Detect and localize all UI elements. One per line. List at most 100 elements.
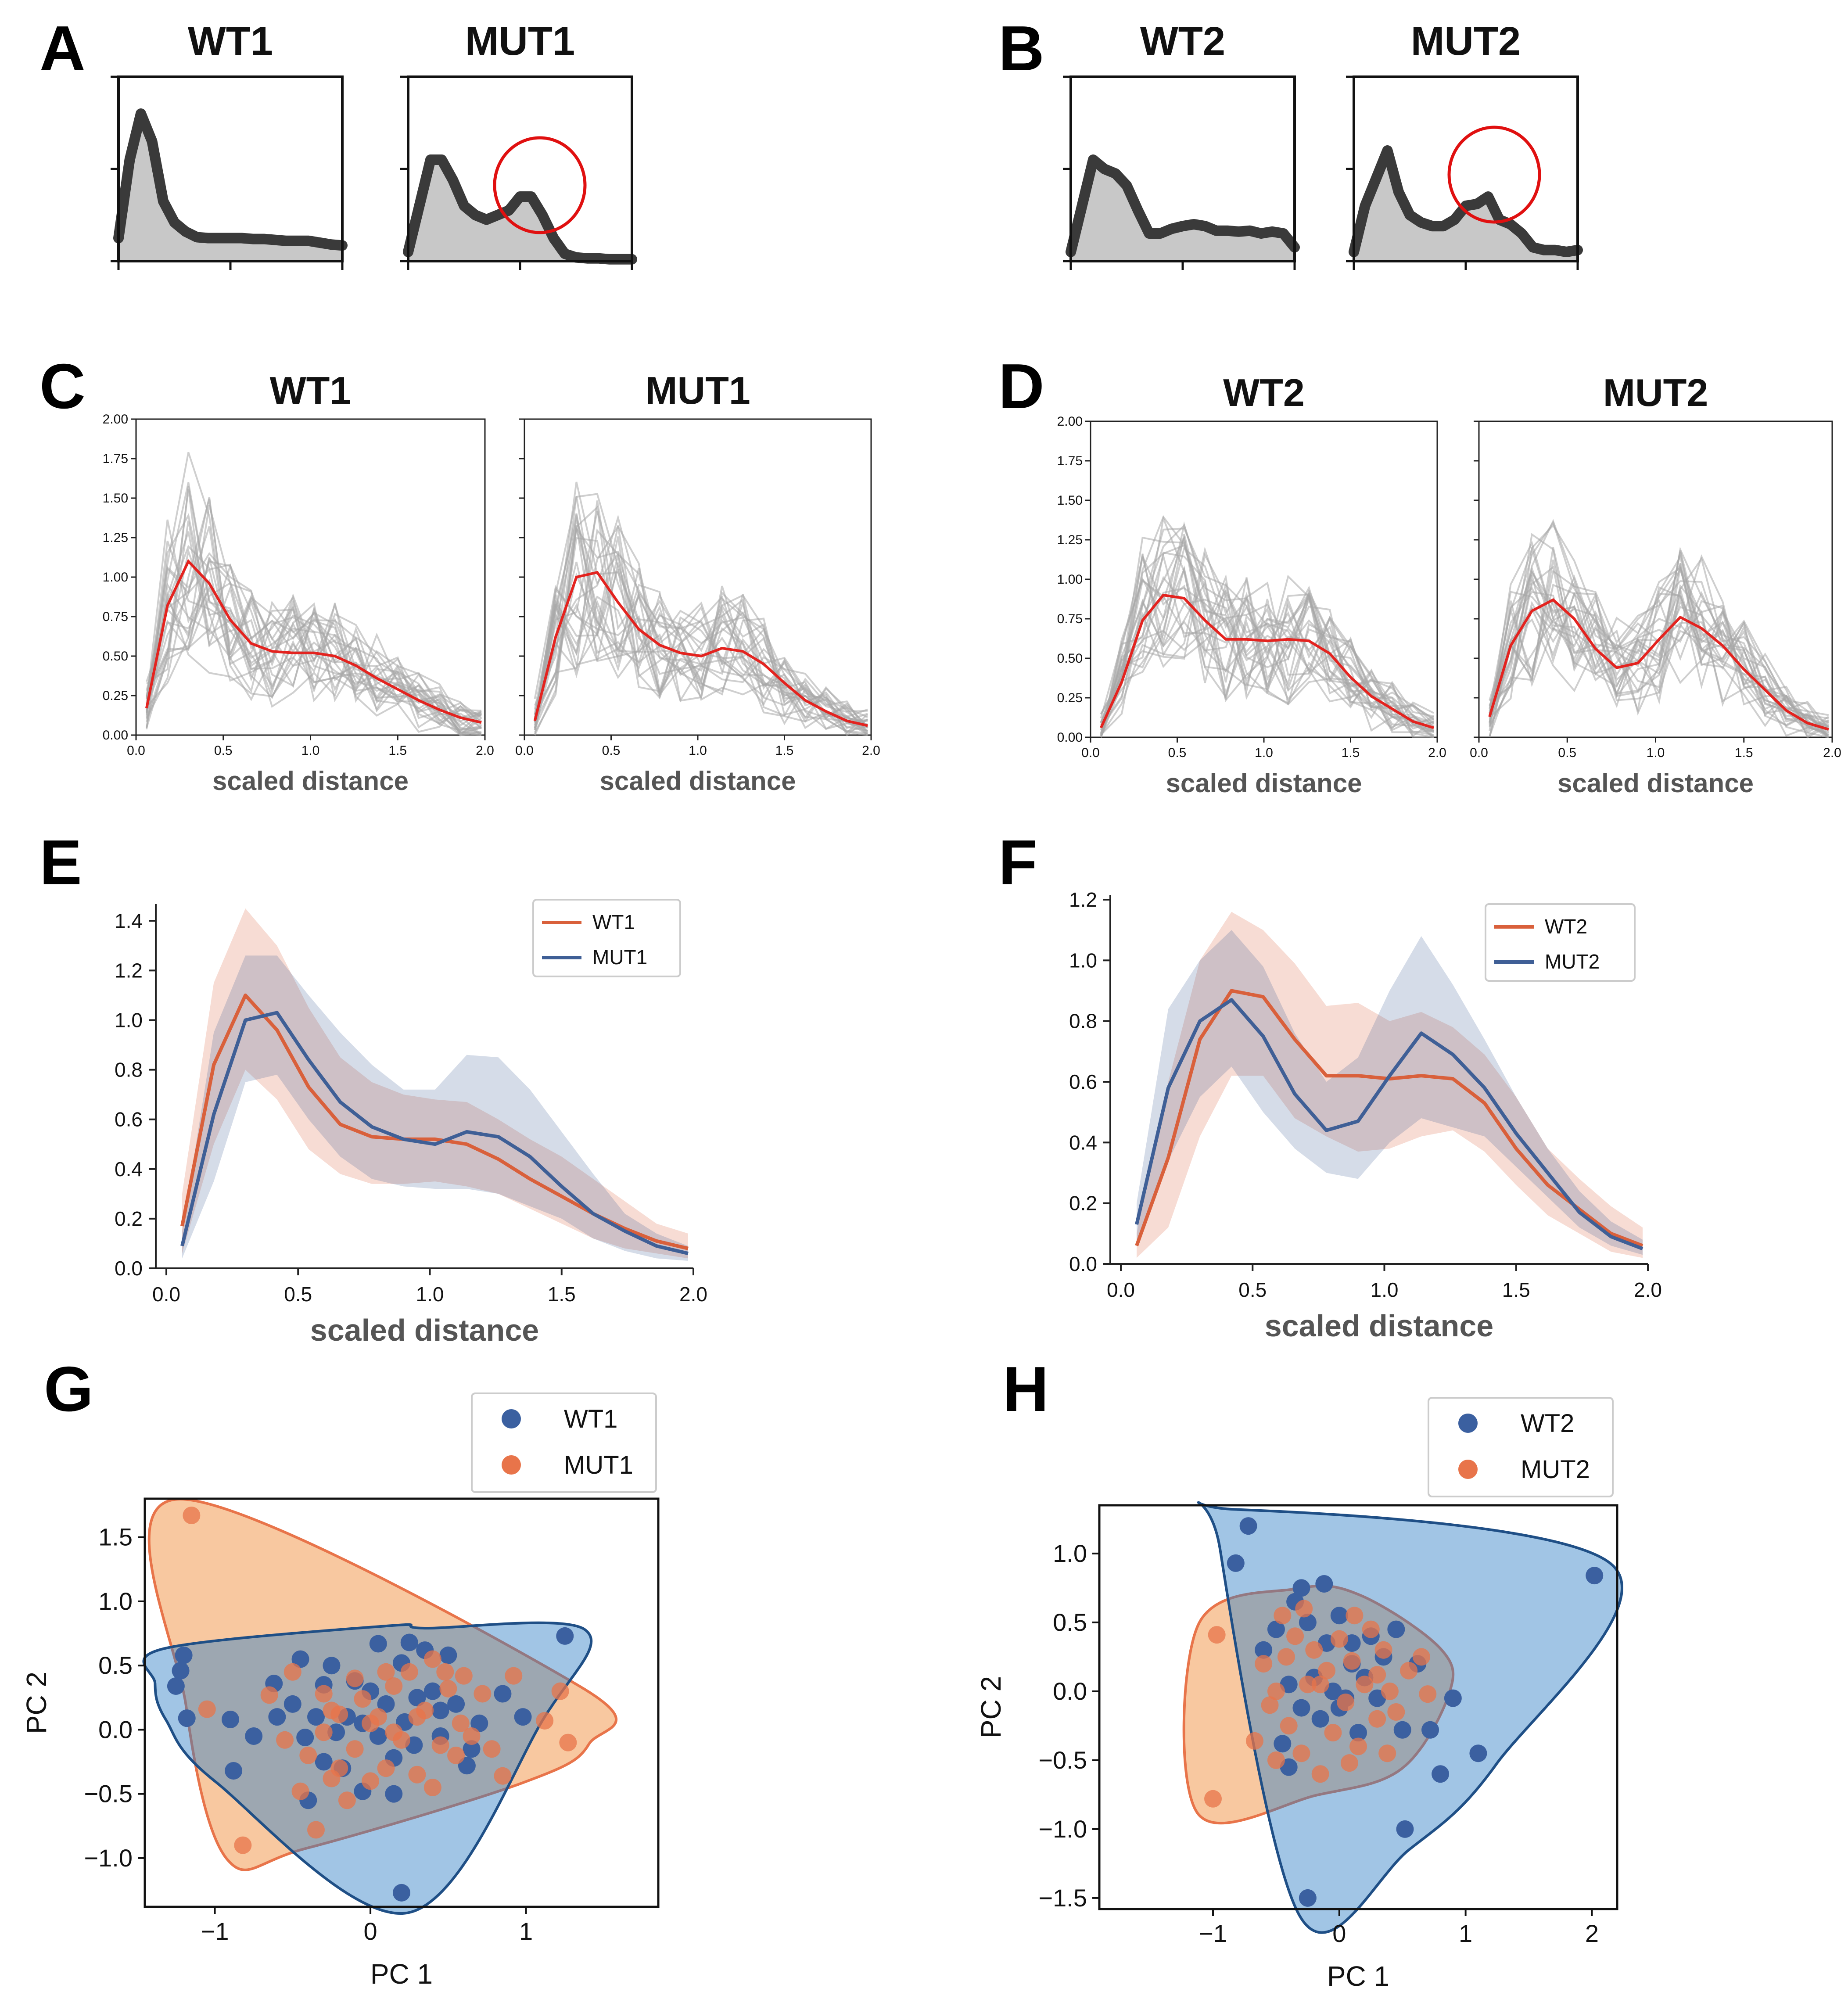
y-tick-label: 1.0 — [115, 1008, 143, 1031]
point-wt2 — [1292, 1579, 1310, 1597]
point-mut1 — [276, 1731, 294, 1749]
point-wt1 — [369, 1727, 387, 1745]
x-tick-label: 2.0 — [1823, 746, 1841, 760]
pca-plot: −1 0 1 −1.0 −0.5 0.0 0.5 1.0 1.5 PC 1 PC 2 WT1 MUT1 — [21, 1392, 660, 1990]
profile-title: MUT1 — [465, 19, 575, 64]
point-mut2 — [1274, 1607, 1292, 1625]
point-mut1 — [536, 1712, 554, 1730]
legend-marker — [1458, 1460, 1478, 1479]
panel-c: WT1 0.0 0.5 1.0 1.5 2.0 0.00 0.25 0.50 0.75 1.00 1.… — [103, 369, 880, 796]
profile-plot-wt1: WT1 — [111, 19, 348, 270]
profile-line — [1349, 145, 1583, 257]
point-wt2 — [1274, 1735, 1292, 1753]
point-wt1 — [514, 1708, 532, 1726]
point-mut2 — [1267, 1751, 1285, 1769]
point-mut1 — [362, 1714, 380, 1732]
point-wt1 — [327, 1723, 345, 1741]
x-tick-label: 0.5 — [1238, 1278, 1267, 1301]
profile-plot-mut1: MUT1 — [400, 19, 637, 270]
point-mut2 — [1280, 1717, 1298, 1735]
x-tick-label: 1.5 — [548, 1283, 576, 1306]
point-mut1 — [385, 1723, 403, 1741]
y-tick-label: 1.2 — [1069, 888, 1097, 911]
point-mut1 — [291, 1782, 309, 1800]
trace-line — [534, 572, 868, 736]
y-tick-label: 0.25 — [103, 689, 128, 703]
x-tick-label: 1.0 — [1255, 746, 1273, 760]
y-tick-label: 0.6 — [1069, 1070, 1097, 1093]
point-mut1 — [423, 1779, 441, 1797]
point-mut1 — [463, 1727, 481, 1745]
point-wt2 — [1267, 1620, 1285, 1638]
point-mut1 — [452, 1714, 470, 1732]
trace-line — [1489, 533, 1830, 729]
y-tick-label: −0.5 — [84, 1780, 133, 1808]
point-wt1 — [283, 1695, 301, 1713]
point-wt2 — [1330, 1607, 1348, 1625]
profile-plot-wt2: WT2 — [1063, 19, 1300, 270]
point-mut2 — [1412, 1648, 1430, 1666]
point-mut1 — [408, 1766, 426, 1784]
point-wt1 — [377, 1695, 395, 1713]
point-mut1 — [483, 1740, 501, 1758]
panel-letter-d: D — [998, 351, 1044, 422]
trace-plot-mut2-mean: MUT2 0.0 0.5 1.0 1.5 2.0 scaled distance — [1470, 371, 1841, 798]
panel-e: 0.0 0.5 1.0 1.5 2.0 0.0 0.2 0.4 0.6 0.8 1.0 1.2 1.4 s… — [115, 899, 707, 1347]
panel-letter-f: F — [998, 827, 1037, 898]
point-mut2 — [1346, 1607, 1364, 1625]
x-tick-label: −1 — [201, 1917, 229, 1945]
legend-label: WT1 — [592, 911, 635, 933]
point-mut2 — [1337, 1694, 1355, 1712]
trace-line — [1100, 515, 1435, 738]
profile-line — [1066, 154, 1300, 257]
point-wt1 — [393, 1884, 410, 1902]
x-tick-label: 1.5 — [388, 743, 407, 758]
x-tick-label: −1 — [1199, 1920, 1227, 1947]
point-mut1 — [455, 1667, 473, 1685]
legend-label: WT2 — [1545, 915, 1587, 938]
panel-letter-a: A — [39, 13, 86, 84]
point-mut1 — [362, 1772, 380, 1790]
highlight-circle — [493, 136, 587, 234]
y-tick-label: 1.4 — [115, 909, 143, 932]
point-mut1 — [400, 1663, 418, 1681]
point-mut1 — [431, 1736, 449, 1754]
point-mut1 — [234, 1836, 252, 1854]
point-mut1 — [338, 1791, 356, 1809]
y-tick-label: 1.5 — [98, 1523, 133, 1551]
mean-line — [1488, 598, 1829, 731]
point-wt2 — [1311, 1710, 1329, 1728]
legend-label: MUT2 — [1521, 1455, 1590, 1484]
point-wt2 — [1393, 1721, 1411, 1739]
point-wt2 — [1421, 1721, 1439, 1739]
x-tick-label: 2.0 — [679, 1283, 707, 1306]
point-wt1 — [323, 1657, 341, 1675]
trace-line — [146, 587, 482, 719]
point-mut2 — [1349, 1737, 1367, 1755]
y-tick-label: −1.5 — [1038, 1884, 1087, 1912]
trace-line — [146, 626, 482, 736]
panel-d: WT2 0.0 0.5 1.0 1.5 2.0 0.00 0.25 0.50 0.75 1.00 1.… — [1057, 371, 1841, 798]
point-mut2 — [1267, 1682, 1285, 1700]
point-wt1 — [172, 1662, 190, 1680]
point-wt2 — [1444, 1689, 1462, 1707]
point-wt2 — [1299, 1613, 1317, 1631]
point-wt2 — [1299, 1889, 1317, 1907]
point-mut2 — [1387, 1703, 1405, 1721]
x-tick-label: 0.0 — [1107, 1278, 1135, 1301]
point-mut1 — [323, 1701, 341, 1719]
point-mut2 — [1295, 1600, 1313, 1618]
x-tick-label: 1.0 — [1647, 746, 1665, 760]
point-mut2 — [1318, 1662, 1336, 1680]
y-tick-label: 0.2 — [115, 1207, 143, 1230]
x-tick-label: 0.0 — [1470, 746, 1488, 760]
point-wt2 — [1315, 1575, 1333, 1593]
x-axis-label: scaled distance — [310, 1313, 539, 1347]
point-mut2 — [1362, 1620, 1380, 1638]
point-wt1 — [494, 1685, 512, 1703]
x-tick-label: 1.5 — [1735, 746, 1753, 760]
point-wt1 — [423, 1682, 441, 1700]
point-wt1 — [296, 1728, 314, 1746]
point-mut1 — [408, 1708, 426, 1726]
y-tick-label: 0.0 — [98, 1715, 133, 1743]
